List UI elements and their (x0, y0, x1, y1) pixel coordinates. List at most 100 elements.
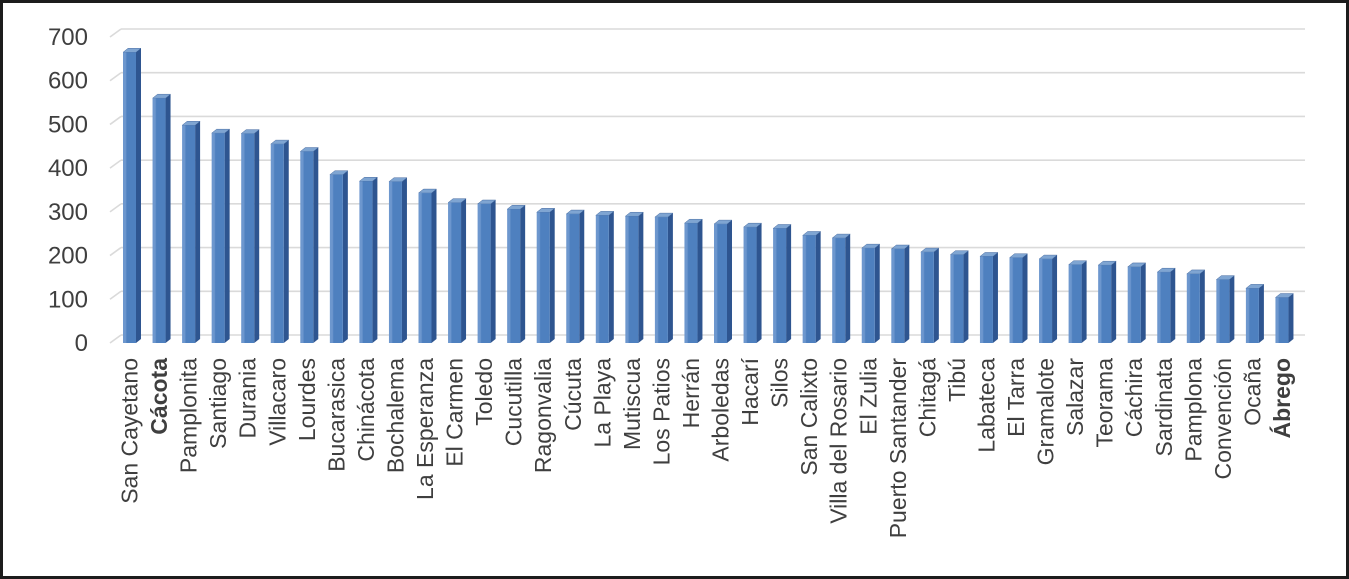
bar-front-face (329, 174, 343, 343)
bar-front-face (1216, 279, 1230, 343)
x-axis-label: Convención (1210, 358, 1236, 479)
bar-side-face (136, 48, 141, 344)
bar (1127, 262, 1147, 343)
y-axis-label: 400 (48, 155, 88, 182)
x-axis-label: Durania (235, 358, 261, 439)
bar (536, 208, 556, 343)
bar (1245, 284, 1265, 343)
bar-front-face (595, 215, 609, 343)
x-axis-label: Tibú (944, 358, 970, 402)
y-axis-labels: 0 100 200 300 400 500 600 700 (48, 24, 88, 357)
bar (654, 212, 674, 343)
y-axis-label: 700 (48, 24, 88, 51)
bar-side-face (254, 129, 260, 343)
bar-side-face (638, 212, 644, 343)
x-axis-label: El Tarra (1003, 358, 1029, 437)
bar-side-face (1288, 293, 1294, 343)
bar-side-face (1170, 268, 1176, 343)
bar-front-face (891, 249, 905, 343)
bar-side-face (431, 189, 437, 343)
bar-front-face (1039, 259, 1053, 343)
gridline-depth-tick (109, 246, 122, 257)
bar (240, 129, 260, 343)
bar (595, 211, 615, 343)
bar-front-face (654, 217, 668, 343)
bars (122, 48, 1295, 344)
bar-front-face (1127, 266, 1141, 343)
bar-front-face (566, 214, 580, 343)
gridlines (109, 28, 1305, 344)
bar-side-face (963, 250, 969, 343)
bar-side-face (1258, 284, 1264, 343)
y-axis-label: 200 (48, 243, 88, 270)
x-axis-label: Pamplona (1180, 358, 1206, 462)
x-axis-label: Sardinata (1151, 358, 1177, 457)
x-axis-label: La Playa (589, 358, 615, 448)
bar-side-face (1111, 261, 1117, 343)
x-axis-label: Herrán (678, 358, 704, 428)
bar-front-face (920, 252, 934, 343)
y-axis-label: 0 (75, 330, 88, 357)
bar (388, 177, 408, 343)
bar (270, 139, 290, 343)
x-axis-label: Mutiscua (619, 358, 645, 450)
bar (713, 219, 733, 343)
x-axis-label: Lourdes (294, 358, 320, 441)
bar-side-face (1052, 255, 1058, 343)
x-axis-label: Bucarasica (323, 358, 349, 472)
bar (299, 147, 319, 343)
x-axis-label: San Cayetano (117, 358, 143, 504)
bar (1097, 260, 1117, 343)
gridline-depth-tick (109, 115, 122, 126)
bar-front-face (388, 181, 402, 343)
bar-side-face (845, 234, 851, 343)
bar (1186, 269, 1206, 343)
bar-front-face (536, 212, 550, 343)
bar-front-face (1245, 288, 1259, 343)
bar-side-face (992, 252, 998, 343)
bar-side-face (904, 245, 910, 343)
x-axis-label: Villacaro (264, 358, 290, 446)
bar-side-face (579, 210, 585, 343)
bar-front-face (1157, 272, 1171, 343)
bar (1068, 260, 1088, 343)
bar (329, 170, 349, 343)
bar (742, 222, 763, 343)
x-axis-labels: San Cayetano Cácota Pamplonita Santiago Dura… (117, 357, 1295, 538)
gridline-depth-tick (109, 290, 122, 300)
bar-front-face (832, 238, 846, 343)
bar-front-face (684, 223, 698, 343)
bar-chart-svg: 0 100 200 300 400 500 600 700 San Cayetano Cácot… (48, 24, 1305, 538)
bar-side-face (313, 147, 319, 343)
x-axis-label: Puerto Santander (885, 358, 911, 539)
bar-side-face (224, 129, 230, 343)
x-axis-label: Bochalema (382, 358, 408, 473)
bar-side-face (490, 199, 496, 343)
bar-front-face (300, 151, 314, 343)
bar-front-face (802, 235, 816, 343)
gridline-depth-tick (109, 334, 122, 344)
bar-side-face (372, 177, 378, 343)
x-axis-label: El Zulia (855, 358, 881, 435)
bar (1215, 275, 1235, 343)
x-axis-label: Santiago (205, 358, 231, 449)
bar (358, 177, 378, 343)
x-axis-label: Pamplonita (176, 358, 202, 473)
bar-side-face (549, 208, 555, 343)
bar-front-face (211, 133, 225, 343)
x-axis-label: Chinácota (353, 358, 379, 462)
x-axis-label: Salazar (1062, 358, 1088, 436)
bar-side-face (520, 205, 526, 343)
bar-front-face (507, 209, 521, 343)
bar (1038, 254, 1058, 343)
bar (802, 231, 822, 343)
bar-side-face (461, 198, 467, 343)
bar (1156, 267, 1176, 343)
bar (772, 224, 792, 343)
bar (151, 93, 172, 343)
x-axis-label: Hacarí (737, 357, 763, 425)
bar (417, 188, 438, 343)
bar-front-face (448, 202, 462, 343)
bar-side-face (165, 94, 171, 343)
